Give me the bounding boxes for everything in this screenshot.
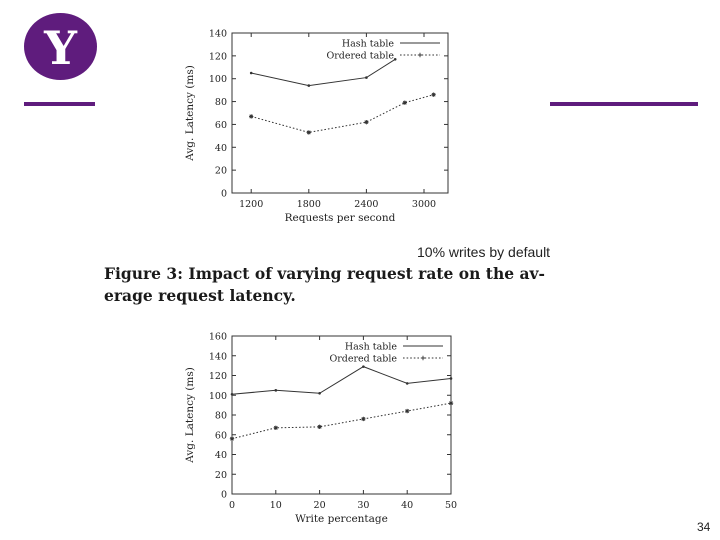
data-point-ordered-table <box>306 130 311 135</box>
x-tick-label: 40 <box>401 500 413 511</box>
y-tick-label: 20 <box>215 166 227 177</box>
data-point-hash-table <box>307 84 311 87</box>
header-rule-left <box>24 102 95 106</box>
y-tick-label: 120 <box>209 371 227 382</box>
x-tick-label: 1800 <box>297 199 321 210</box>
header-rule-right <box>550 102 698 106</box>
x-tick-label: 2400 <box>354 199 378 210</box>
figure-caption: Figure 3: Impact of varying request rate… <box>104 263 545 307</box>
legend-marker-ordered-table <box>420 355 426 361</box>
figure-caption-line-2: erage request latency. <box>104 286 296 305</box>
data-point-ordered-table <box>402 100 407 105</box>
x-tick-label: 1200 <box>239 199 263 210</box>
y-axis-label: Avg. Latency (ms) <box>184 65 196 162</box>
y-tick-label: 0 <box>221 189 227 200</box>
legend-label-hash-table: Hash table <box>345 342 398 353</box>
data-point-ordered-table <box>431 92 436 97</box>
data-point-ordered-table <box>448 400 454 406</box>
x-axis-label: Requests per second <box>285 212 396 224</box>
data-point-hash-table <box>405 382 409 385</box>
series-line-hash-table <box>231 366 452 395</box>
x-tick-label: 10 <box>270 500 282 511</box>
y-tick-label: 40 <box>215 450 227 461</box>
data-point-ordered-table <box>249 114 254 119</box>
figure-caption-line-1: Figure 3: Impact of varying request rate… <box>104 264 545 283</box>
data-point-hash-table <box>393 57 397 61</box>
legend-label-ordered-table: Ordered table <box>326 51 394 62</box>
x-tick-label: 0 <box>229 500 235 511</box>
data-point-hash-table <box>249 71 253 75</box>
y-tick-label: 160 <box>209 332 227 343</box>
page-number: 34 <box>697 520 711 534</box>
legend-marker-ordered-table <box>417 52 423 58</box>
data-point-ordered-table <box>364 119 369 125</box>
y-tick-label: 40 <box>215 143 227 154</box>
series-line-ordered-table <box>231 402 452 440</box>
data-point-hash-table <box>449 377 453 380</box>
data-point-ordered-table <box>229 436 235 441</box>
y-tick-label: 60 <box>215 430 227 441</box>
y-tick-label: 140 <box>209 351 227 362</box>
x-axis-label: Write percentage <box>295 513 388 525</box>
y-tick-label: 120 <box>209 51 227 62</box>
x-tick-label: 3000 <box>412 199 436 210</box>
data-point-ordered-table <box>273 425 278 431</box>
data-point-hash-table <box>318 391 321 395</box>
y-tick-label: 80 <box>215 97 227 108</box>
y-axis-label: Avg. Latency (ms) <box>184 367 196 464</box>
y-tick-label: 80 <box>215 411 227 422</box>
data-point-ordered-table <box>317 424 322 430</box>
y-tick-label: 100 <box>209 74 227 85</box>
y-tick-label: 60 <box>215 120 227 131</box>
x-tick-label: 20 <box>314 500 326 511</box>
data-point-hash-table <box>362 365 365 368</box>
y-tick-label: 20 <box>215 470 227 481</box>
x-tick-label: 50 <box>445 500 457 511</box>
data-point-hash-table <box>230 392 234 396</box>
yahoo-logo: Y <box>24 13 97 80</box>
logo-letter: Y <box>44 20 77 75</box>
y-tick-label: 100 <box>209 391 227 402</box>
legend-label-ordered-table: Ordered table <box>329 354 397 365</box>
y-tick-label: 140 <box>209 29 227 40</box>
legend-label-hash-table: Hash table <box>342 39 395 50</box>
plot-frame <box>231 32 449 194</box>
data-point-hash-table <box>274 389 278 392</box>
annotation-text: 10% writes by default <box>417 244 551 260</box>
data-point-hash-table <box>365 76 368 79</box>
x-tick-label: 30 <box>357 500 369 511</box>
data-point-ordered-table <box>405 408 410 414</box>
series-line-hash-table <box>251 58 396 87</box>
y-tick-label: 0 <box>221 490 227 501</box>
series-line-ordered-table <box>251 94 434 133</box>
data-point-ordered-table <box>361 416 366 422</box>
